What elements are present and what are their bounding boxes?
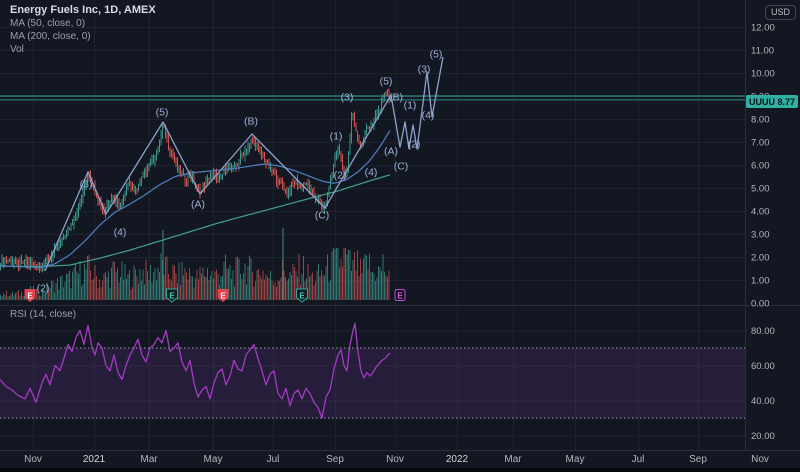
price-axis-label: 0.00	[751, 299, 770, 310]
rsi-pane[interactable]	[0, 322, 745, 419]
rsi-axis-label: 60.00	[751, 361, 775, 372]
rsi-axis-label: 40.00	[751, 396, 775, 407]
price-axis-label: 4.00	[751, 207, 770, 218]
elliott-label: (5)	[430, 48, 443, 60]
time-axis-month-label: Sep	[689, 454, 707, 465]
volume-bars[interactable]	[0, 228, 390, 300]
elliott-label: (4)	[114, 226, 127, 238]
ticker-symbol: UUUU	[749, 96, 775, 107]
forecast-zigzag-line	[390, 56, 444, 150]
time-axis-month-label: Jul	[267, 454, 280, 465]
price-axis-label: 7.00	[751, 138, 770, 149]
elliott-label: (1)	[404, 99, 417, 111]
elliott-label: (5)	[380, 76, 393, 88]
earnings-icon-letter: E	[397, 292, 403, 301]
elliott-label: (2)	[37, 283, 50, 295]
price-axis[interactable]: 0.001.002.003.004.005.006.007.008.009.00…	[751, 23, 775, 443]
earnings-icon[interactable]	[166, 288, 178, 303]
price-axis-label: 11.00	[751, 46, 774, 57]
time-axis-month-label: Mar	[504, 454, 522, 465]
time-axis-month-label: Jul	[632, 454, 645, 465]
rsi-line	[0, 322, 391, 419]
elliott-label: (A)	[384, 145, 398, 157]
elliott-label: (2)	[408, 139, 421, 151]
earnings-icon-letter: E	[220, 292, 226, 301]
time-axis-year-label: 2022	[446, 454, 469, 465]
currency-unit-button[interactable]: USD	[764, 5, 796, 20]
elliott-label: (4)	[365, 166, 378, 178]
time-axis-month-label: May	[204, 454, 223, 465]
price-axis-label: 10.00	[751, 69, 775, 80]
last-price-tag: UUUU 8.77	[746, 95, 798, 108]
time-axis-month-label: Nov	[751, 454, 769, 465]
elliott-label: (3)	[80, 179, 93, 191]
elliott-label: (1)	[330, 131, 343, 143]
price-axis-label: 1.00	[751, 276, 770, 287]
time-axis[interactable]: Nov 2021 Mar May Jul Sep Nov 2022 Mar May Jul Sep No…	[24, 454, 769, 465]
earnings-icon[interactable]	[217, 289, 229, 302]
elliott-label: (3)	[341, 91, 354, 103]
projected-earnings-icon[interactable]	[394, 289, 406, 301]
elliott-label: (2)	[334, 169, 347, 181]
elliott-label: (4)	[422, 110, 435, 122]
time-axis-year-label: 2021	[83, 454, 106, 465]
elliott-label: (A)	[191, 199, 205, 211]
time-axis-month-label: Mar	[140, 454, 158, 465]
pane-separators	[0, 0, 800, 451]
elliott-label: (C)	[315, 209, 330, 221]
time-axis-month-label: May	[566, 454, 585, 465]
ma200-legend-row[interactable]: MA (200, close, 0)	[10, 31, 91, 42]
window-edge	[0, 468, 800, 472]
rsi-band	[0, 348, 745, 418]
earnings-icon[interactable]	[24, 289, 36, 302]
time-axis-month-label: Nov	[24, 454, 42, 465]
elliott-label: (5)	[156, 107, 169, 119]
price-axis-label: 5.00	[751, 184, 770, 195]
price-pane-legend: Energy Fuels Inc, 1D, AMEX MA (50, close…	[10, 4, 156, 56]
elliott-label: (B)	[244, 116, 258, 128]
price-axis-label: 2.00	[751, 253, 770, 264]
time-axis-month-label: Nov	[386, 454, 404, 465]
price-axis-label: 12.00	[751, 23, 775, 34]
ma200-line	[0, 174, 391, 268]
ma50-legend-row[interactable]: MA (50, close, 0)	[10, 18, 86, 29]
earnings-icon-letter: E	[169, 292, 175, 301]
wave-trendline	[44, 94, 392, 272]
elliott-wave-labels: (2) (3) (4) (5) (A) (B) (C) (1) (2) (3) (4) (5) (A) (…	[37, 48, 443, 294]
elliott-label: (C)	[394, 160, 409, 172]
price-axis-label: 8.00	[751, 115, 770, 126]
price-axis-label: 3.00	[751, 230, 770, 241]
rsi-axis-label: 80.00	[751, 326, 775, 337]
last-price-value: 8.77	[777, 96, 795, 107]
earnings-icon[interactable]	[296, 288, 308, 303]
candlesticks[interactable]	[0, 88, 390, 274]
price-axis-label: 6.00	[751, 161, 770, 172]
rsi-legend-row[interactable]: RSI (14, close)	[10, 309, 77, 320]
time-axis-month-label: Sep	[326, 454, 344, 465]
ma50-line	[0, 130, 391, 268]
earnings-icon-letter: E	[27, 292, 33, 301]
volume-legend-row[interactable]: Vol	[10, 44, 24, 55]
symbol-title[interactable]: Energy Fuels Inc, 1D, AMEX	[10, 4, 156, 16]
horizontal-level-lines	[0, 95, 745, 101]
earnings-icon-letter: E	[299, 292, 305, 301]
elliott-label: (3)	[418, 64, 431, 76]
elliott-label: (B)	[389, 91, 403, 103]
rsi-axis-label: 20.00	[751, 431, 775, 442]
